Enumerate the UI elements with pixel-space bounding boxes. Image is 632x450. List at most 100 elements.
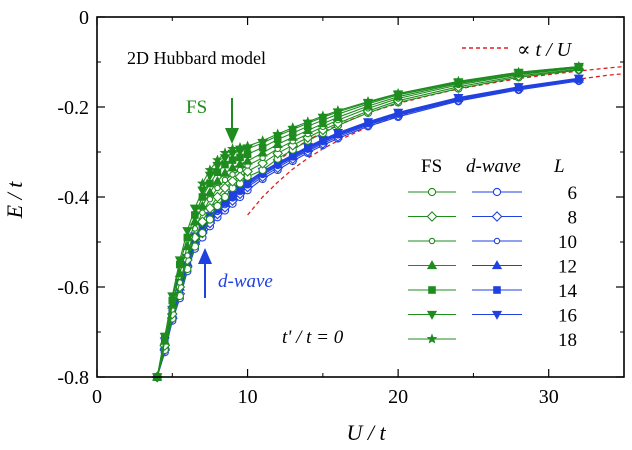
data-point	[190, 242, 200, 251]
legend-fs-marker	[428, 237, 436, 245]
x-tick-label: 0	[92, 386, 102, 408]
data-point	[236, 166, 244, 174]
legend-row-L16: 16	[408, 306, 577, 327]
legend-L-value: 10	[558, 232, 577, 253]
data-point	[212, 154, 223, 165]
y-tick-label: 0	[79, 7, 89, 29]
x-tick-label: 30	[539, 386, 559, 408]
data-point	[197, 186, 208, 196]
legend-dwave-marker	[491, 310, 503, 320]
data-point	[317, 110, 329, 121]
data-point	[227, 175, 238, 187]
data-point	[229, 171, 236, 178]
data-point	[332, 104, 344, 116]
data-point	[197, 177, 208, 189]
dwave-series-L16	[152, 74, 584, 383]
fs-series-group	[151, 60, 585, 383]
legend-dwave-marker	[493, 237, 501, 245]
data-point	[453, 93, 464, 103]
data-point	[219, 147, 231, 158]
data-point	[302, 116, 314, 127]
data-point	[234, 158, 246, 168]
data-point	[174, 256, 185, 266]
data-point	[242, 140, 253, 151]
legend-header-dwave: d-wave	[466, 156, 521, 177]
data-point	[257, 147, 268, 157]
legend-L-value: 6	[568, 183, 578, 204]
data-point	[213, 201, 222, 211]
legend-row-L14: 14	[408, 281, 578, 302]
axis-ticks: 0 10 20 30 0 -0.2 -0.4 -0.6 -0.8	[57, 7, 624, 408]
data-point	[392, 87, 404, 99]
tprime-label: t' / t = 0	[282, 327, 344, 348]
data-point	[189, 204, 200, 214]
legend-row-L18: 18	[408, 330, 577, 351]
data-point	[287, 122, 299, 133]
fs-arrow	[225, 98, 239, 144]
data-point	[257, 157, 269, 169]
y-tick-label: -0.6	[57, 277, 89, 299]
data-point	[362, 118, 374, 128]
legend-L-value: 16	[558, 306, 577, 327]
data-point	[204, 202, 216, 214]
x-tick-label: 10	[238, 386, 258, 408]
legend-fs-marker	[426, 211, 438, 222]
data-point	[393, 108, 404, 118]
data-point	[242, 155, 253, 165]
legend-row-L10: 10	[408, 232, 577, 253]
legend-dwave-marker	[491, 211, 503, 222]
data-point	[182, 227, 193, 237]
dwave-arrow	[198, 248, 212, 298]
legend-dwave-marker	[493, 286, 501, 294]
data-point	[272, 138, 283, 148]
asymptote-label: ∝ t / U	[517, 39, 573, 61]
data-point	[227, 143, 238, 154]
series-line	[156, 68, 579, 378]
data-point	[221, 176, 229, 184]
data-point	[214, 184, 221, 192]
data-point	[198, 228, 207, 238]
data-point	[573, 60, 585, 72]
legend-dwave-marker	[492, 187, 502, 197]
x-axis-title: U / t	[346, 420, 386, 445]
data-point	[219, 167, 231, 177]
model-label: 2D Hubbard model	[127, 48, 266, 68]
legend-header-L: L	[553, 156, 565, 177]
data-point	[205, 215, 215, 224]
y-tick-label: -0.2	[57, 97, 89, 119]
fs-series-L18	[197, 60, 585, 189]
legend-L-value: 12	[558, 257, 577, 278]
dwave-series-group	[151, 73, 585, 383]
legend-fs-marker	[427, 187, 437, 197]
data-point	[206, 196, 214, 203]
data-point	[234, 141, 246, 153]
data-point	[453, 75, 464, 86]
data-point	[234, 171, 246, 183]
data-point	[197, 200, 208, 210]
data-point	[513, 83, 524, 93]
legend-fs-marker	[426, 260, 438, 270]
data-point	[242, 165, 253, 177]
data-point	[573, 74, 584, 84]
data-point	[219, 182, 231, 194]
y-axis-title: E / t	[2, 181, 27, 220]
x-tick-label: 20	[388, 386, 408, 408]
legend-fs-marker	[426, 333, 438, 344]
legend-L-value: 18	[558, 330, 577, 351]
legend-row-L8: 8	[408, 208, 577, 229]
fs-arrow-label: FS	[186, 97, 207, 118]
data-point	[167, 292, 178, 302]
data-point	[257, 135, 268, 146]
legend-fs-marker	[426, 310, 438, 320]
legend-row-L6: 6	[408, 183, 577, 204]
legend-fs-marker	[428, 286, 436, 294]
data-point	[227, 162, 238, 172]
data-point	[362, 95, 374, 107]
data-point	[513, 66, 524, 77]
y-tick-label: -0.4	[57, 187, 89, 209]
legend-L-value: 14	[558, 281, 578, 302]
legend-dwave-marker	[491, 260, 503, 270]
legend-row-L12: 12	[408, 257, 577, 278]
series-line	[156, 65, 579, 378]
